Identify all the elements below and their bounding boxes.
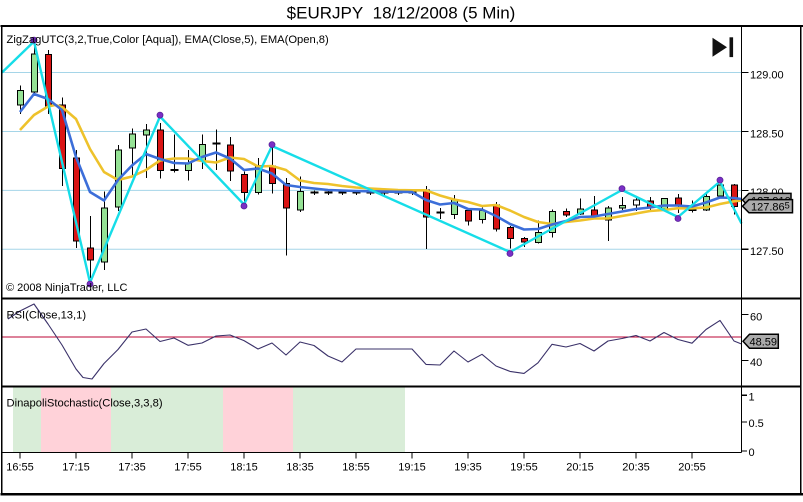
- svg-text:127.50: 127.50: [750, 246, 784, 258]
- svg-text:19:55: 19:55: [510, 462, 538, 474]
- svg-text:$EURJPY 18/12/2008 (5 Min): $EURJPY 18/12/2008 (5 Min): [287, 4, 516, 23]
- svg-text:20:15: 20:15: [566, 462, 594, 474]
- svg-text:17:55: 17:55: [174, 462, 202, 474]
- svg-text:1: 1: [749, 391, 755, 403]
- svg-text:19:35: 19:35: [454, 462, 482, 474]
- svg-text:17:15: 17:15: [62, 462, 90, 474]
- svg-text:0.5: 0.5: [749, 418, 764, 430]
- svg-text:0: 0: [749, 447, 755, 459]
- svg-text:RSI(Close,13,1): RSI(Close,13,1): [7, 310, 87, 322]
- svg-text:129.00: 129.00: [750, 69, 784, 81]
- svg-text:18:35: 18:35: [286, 462, 314, 474]
- svg-text:40: 40: [750, 357, 762, 369]
- svg-text:48.59: 48.59: [750, 337, 778, 349]
- svg-text:19:15: 19:15: [398, 462, 426, 474]
- svg-text:18:55: 18:55: [342, 462, 370, 474]
- svg-text:60: 60: [750, 311, 762, 323]
- svg-text:20:35: 20:35: [622, 462, 650, 474]
- svg-text:16:55: 16:55: [6, 462, 34, 474]
- svg-text:18:15: 18:15: [230, 462, 258, 474]
- svg-text:© 2008 NinjaTrader, LLC: © 2008 NinjaTrader, LLC: [6, 282, 127, 294]
- svg-text:DinapoliStochastic(Close,3,3,8: DinapoliStochastic(Close,3,3,8): [7, 398, 163, 410]
- svg-text:20:55: 20:55: [678, 462, 706, 474]
- svg-text:17:35: 17:35: [118, 462, 146, 474]
- svg-text:128.50: 128.50: [750, 128, 784, 140]
- svg-text:ZigZagUTC(3,2,True,Color [Aqua: ZigZagUTC(3,2,True,Color [Aqua]), EMA(Cl…: [7, 34, 330, 46]
- svg-text:127.865: 127.865: [751, 200, 790, 213]
